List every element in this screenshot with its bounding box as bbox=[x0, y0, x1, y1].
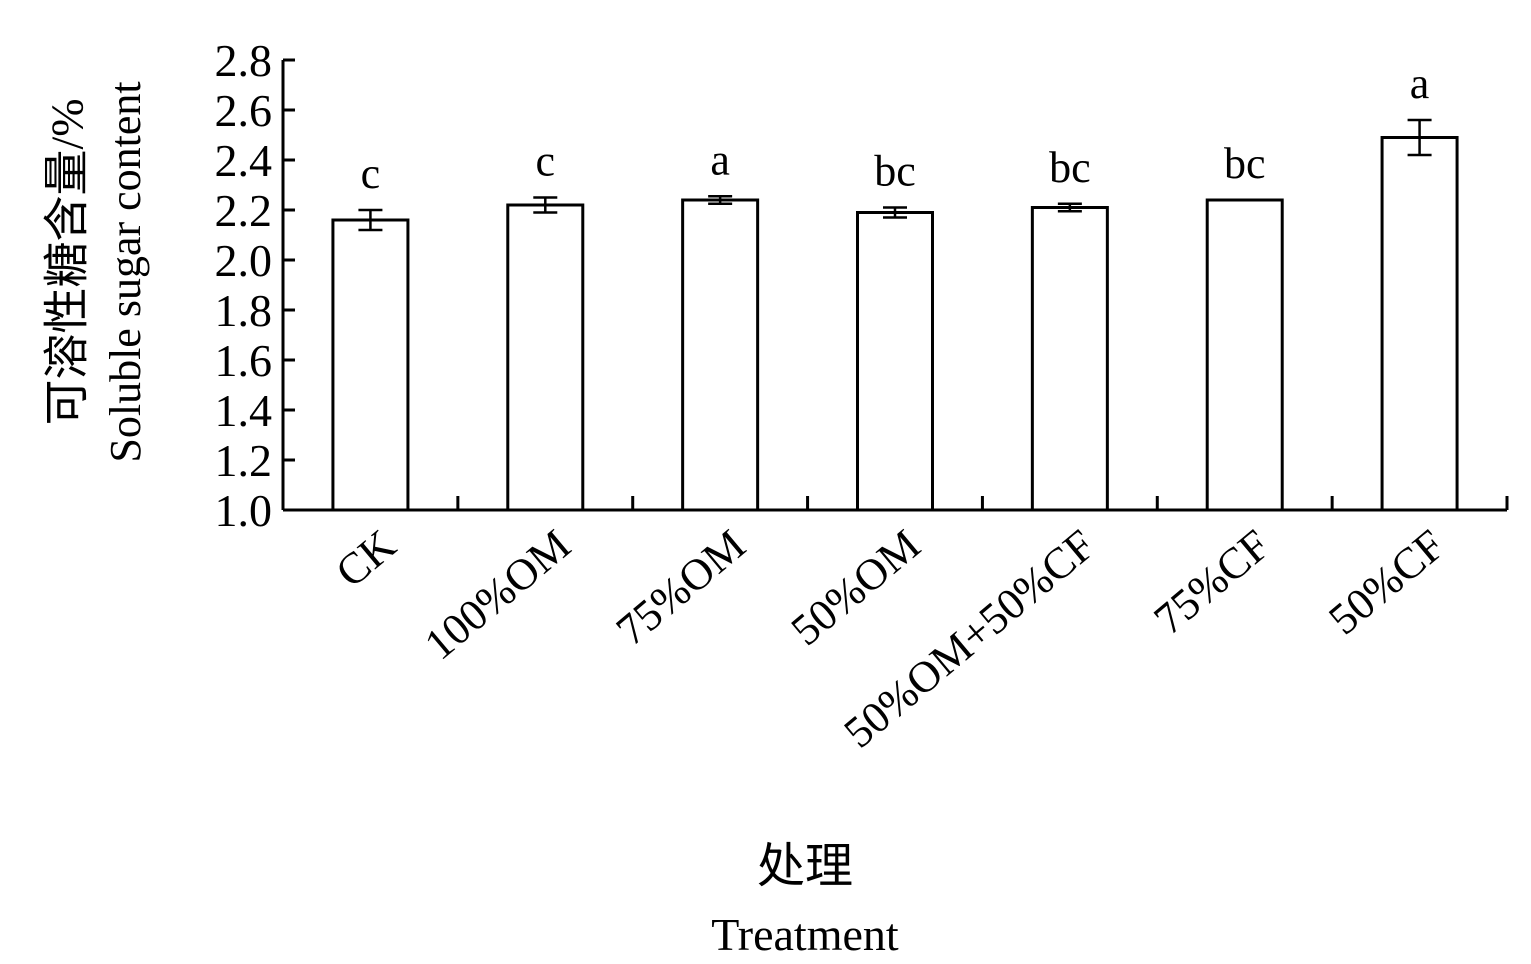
bar bbox=[681, 198, 760, 512]
bar bbox=[1380, 136, 1459, 512]
bar bbox=[331, 218, 410, 512]
y-tick-label: 1.4 bbox=[215, 385, 273, 436]
bar bbox=[506, 203, 585, 512]
significance-label: a bbox=[1410, 59, 1430, 108]
y-tick-label: 2.8 bbox=[215, 35, 273, 86]
x-tick-label: 50%OM bbox=[782, 520, 930, 655]
significance-label: bc bbox=[1224, 139, 1266, 188]
x-tick-label: 50%CF bbox=[1319, 520, 1454, 644]
y-tick-label: 2.2 bbox=[215, 185, 273, 236]
significance-labels-group: c c a bc bc bc a bbox=[361, 59, 1430, 198]
x-axis-label-cn: 处理 bbox=[757, 840, 853, 893]
y-tick-label: 2.4 bbox=[215, 135, 273, 186]
bar bbox=[1030, 206, 1109, 512]
y-tick-label: 1.6 bbox=[215, 335, 273, 386]
y-axis-label-cn: 可溶性糖含量/% bbox=[42, 98, 93, 425]
x-axis-label-en: Treatment bbox=[711, 909, 899, 960]
y-tick-label: 2.0 bbox=[215, 235, 273, 286]
error-bars-group bbox=[358, 118, 1432, 232]
bar bbox=[1205, 198, 1284, 512]
x-tick-label: 75%CF bbox=[1145, 520, 1280, 644]
x-tick-label: 100%OM bbox=[415, 520, 579, 669]
significance-label: bc bbox=[874, 147, 916, 196]
significance-label: c bbox=[536, 137, 556, 186]
y-tick-label: 1.2 bbox=[215, 435, 273, 486]
significance-label: c bbox=[361, 149, 381, 198]
bar bbox=[856, 211, 934, 512]
y-tick-label: 1.0 bbox=[215, 485, 273, 536]
y-tick-label: 1.8 bbox=[215, 285, 273, 336]
x-tick-label: CK bbox=[327, 520, 405, 597]
axes-group bbox=[281, 58, 1509, 512]
y-axis-label-en: Soluble sugar content bbox=[101, 81, 150, 462]
y-tick-label: 2.6 bbox=[215, 85, 273, 136]
significance-label: a bbox=[710, 135, 730, 184]
y-tick-labels-group: 1.01.21.41.61.82.02.22.42.62.8 bbox=[215, 35, 273, 536]
significance-label: bc bbox=[1049, 143, 1091, 192]
x-tick-label: 75%OM bbox=[607, 520, 755, 655]
